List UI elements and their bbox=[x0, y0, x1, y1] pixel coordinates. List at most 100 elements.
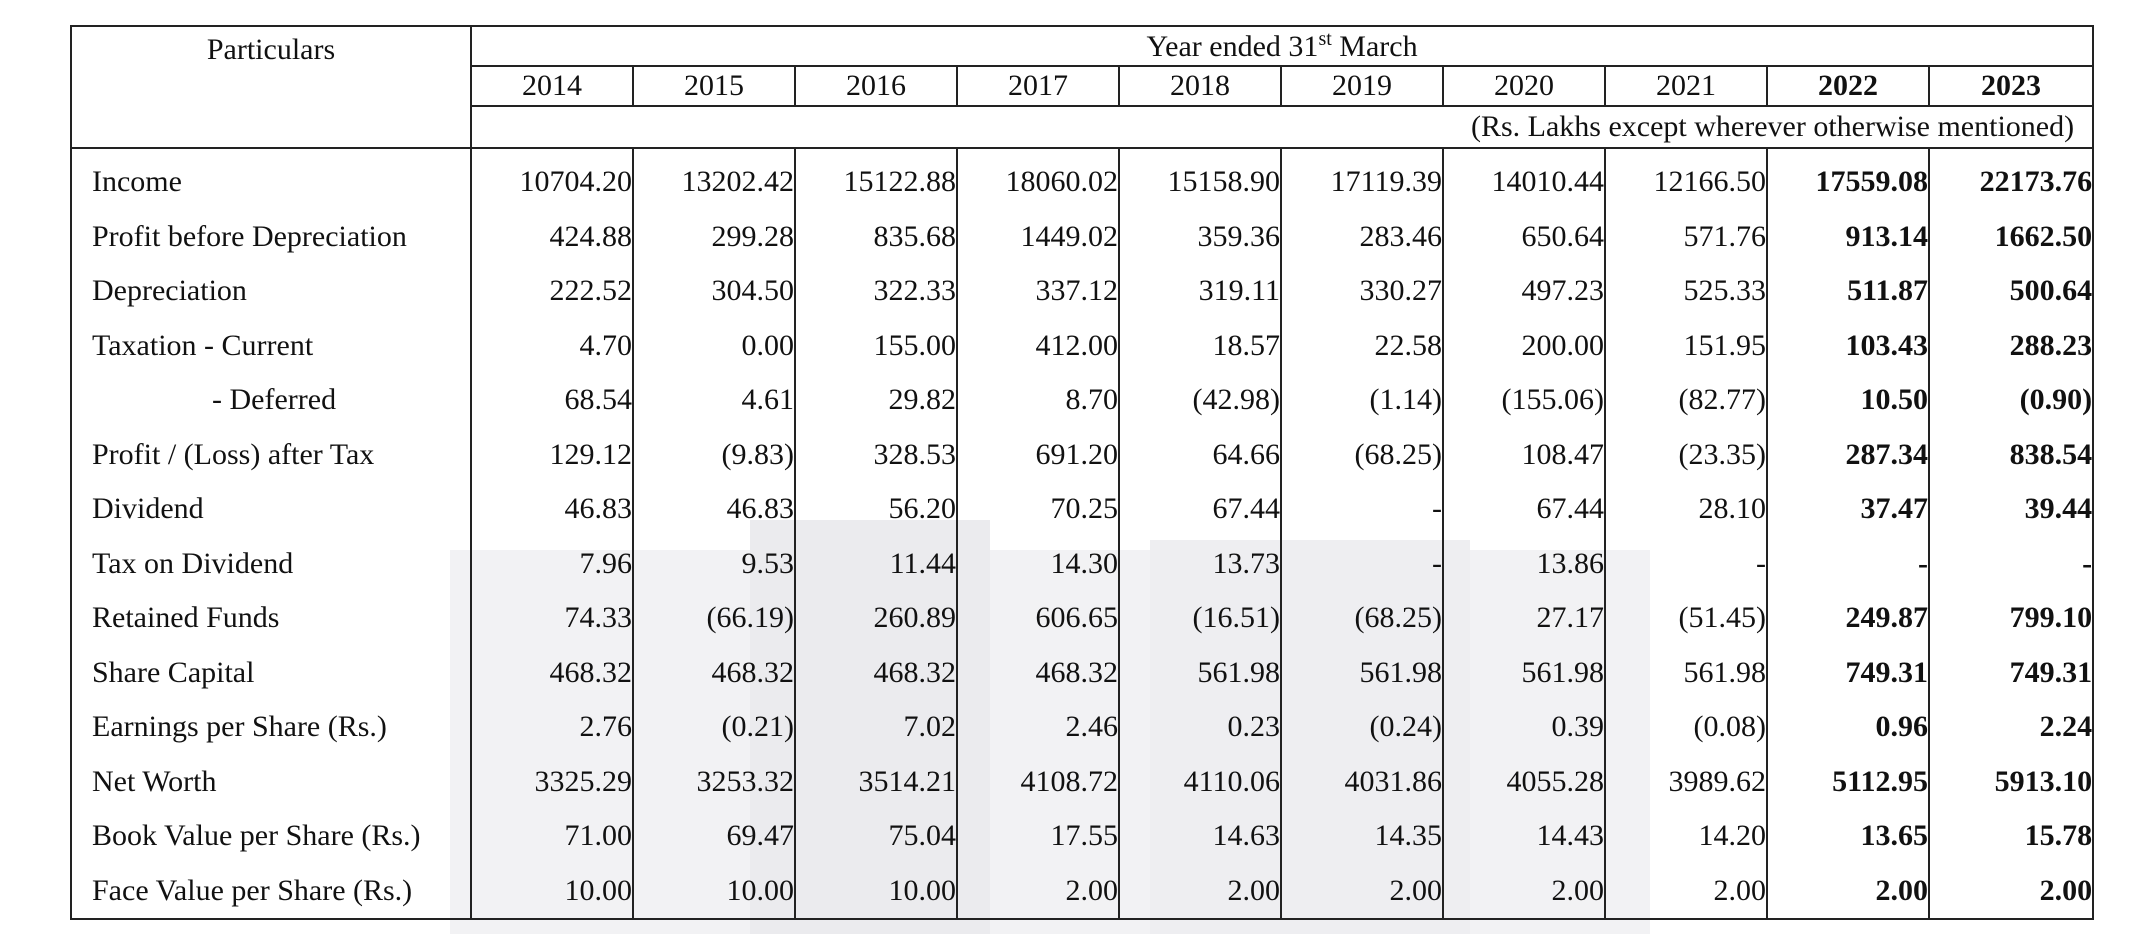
value-cell: 46.83 bbox=[632, 482, 796, 537]
year-header: 2015 bbox=[632, 65, 796, 107]
value-cell: 74.33 bbox=[470, 591, 634, 646]
table-row: Net Worth 3325.29 3253.32 3514.21 4108.72 411… bbox=[70, 754, 2095, 809]
value-cell: 15122.88 bbox=[794, 148, 958, 210]
value-cell: 14.63 bbox=[1118, 809, 1282, 864]
value-cell: 9.53 bbox=[632, 536, 796, 591]
value-cell: 650.64 bbox=[1442, 209, 1606, 264]
year-ended-header: Year ended 31st March bbox=[469, 25, 2095, 67]
table-row: Depreciation 222.52 304.50 322.33 337.12 319.… bbox=[70, 264, 2095, 319]
row-label: Profit before Depreciation bbox=[70, 209, 472, 264]
value-cell: - bbox=[1280, 536, 1444, 591]
value-cell: - bbox=[1604, 536, 1768, 591]
value-cell: 10.00 bbox=[794, 863, 958, 920]
value-cell: 606.65 bbox=[956, 591, 1120, 646]
value-cell: 200.00 bbox=[1442, 318, 1606, 373]
value-cell: 299.28 bbox=[632, 209, 796, 264]
value-cell: (0.08) bbox=[1604, 700, 1768, 755]
value-cell: (1.14) bbox=[1280, 373, 1444, 428]
value-cell: 749.31 bbox=[1927, 645, 2095, 700]
row-label: Tax on Dividend bbox=[70, 536, 472, 591]
value-cell: 288.23 bbox=[1927, 318, 2095, 373]
value-cell: 64.66 bbox=[1118, 427, 1282, 482]
value-cell: 13.65 bbox=[1766, 809, 1930, 864]
value-cell: 7.02 bbox=[794, 700, 958, 755]
value-cell: 913.14 bbox=[1766, 209, 1930, 264]
value-cell: (82.77) bbox=[1604, 373, 1768, 428]
value-cell: (42.98) bbox=[1118, 373, 1282, 428]
value-cell: 56.20 bbox=[794, 482, 958, 537]
value-cell: 0.23 bbox=[1118, 700, 1282, 755]
row-label: Profit / (Loss) after Tax bbox=[70, 427, 472, 482]
year-header: 2022 bbox=[1766, 65, 1930, 107]
value-cell: 37.47 bbox=[1766, 482, 1930, 537]
value-cell: (16.51) bbox=[1118, 591, 1282, 646]
value-cell: 69.47 bbox=[632, 809, 796, 864]
table-row: Face Value per Share (Rs.) 10.00 10.00 10.0… bbox=[70, 863, 2095, 920]
value-cell: 322.33 bbox=[794, 264, 958, 319]
value-cell: 10.00 bbox=[470, 863, 634, 920]
value-cell: 424.88 bbox=[470, 209, 634, 264]
value-cell: 561.98 bbox=[1280, 645, 1444, 700]
value-cell: (23.35) bbox=[1604, 427, 1768, 482]
value-cell: 3325.29 bbox=[470, 754, 634, 809]
year-header: 2017 bbox=[956, 65, 1120, 107]
value-cell: 151.95 bbox=[1604, 318, 1768, 373]
value-cell: 67.44 bbox=[1442, 482, 1606, 537]
value-cell: (66.19) bbox=[632, 591, 796, 646]
value-cell: 2.00 bbox=[1927, 863, 2095, 920]
value-cell: 2.24 bbox=[1927, 700, 2095, 755]
value-cell: 328.53 bbox=[794, 427, 958, 482]
value-cell: 4055.28 bbox=[1442, 754, 1606, 809]
value-cell: 260.89 bbox=[794, 591, 958, 646]
value-cell: (9.83) bbox=[632, 427, 796, 482]
value-cell: 12166.50 bbox=[1604, 148, 1768, 210]
row-label: Earnings per Share (Rs.) bbox=[70, 700, 472, 755]
value-cell: 2.00 bbox=[1604, 863, 1768, 920]
value-cell: - bbox=[1766, 536, 1930, 591]
value-cell: 13.73 bbox=[1118, 536, 1282, 591]
value-cell: 10.50 bbox=[1766, 373, 1930, 428]
value-cell: 561.98 bbox=[1604, 645, 1768, 700]
year-header: 2018 bbox=[1118, 65, 1282, 107]
value-cell: (0.24) bbox=[1280, 700, 1444, 755]
value-cell: 2.76 bbox=[470, 700, 634, 755]
table-row: Retained Funds 74.33 (66.19) 260.89 606.65 (1… bbox=[70, 591, 2095, 646]
value-cell: (155.06) bbox=[1442, 373, 1606, 428]
year-header: 2014 bbox=[470, 65, 634, 107]
value-cell: 10704.20 bbox=[470, 148, 634, 210]
row-label: Face Value per Share (Rs.) bbox=[70, 863, 472, 920]
value-cell: 468.32 bbox=[632, 645, 796, 700]
value-cell: 14010.44 bbox=[1442, 148, 1606, 210]
particulars-header: Particulars bbox=[70, 25, 472, 149]
value-cell: 155.00 bbox=[794, 318, 958, 373]
value-cell: 13.86 bbox=[1442, 536, 1606, 591]
value-cell: 2.00 bbox=[1118, 863, 1282, 920]
value-cell: 103.43 bbox=[1766, 318, 1930, 373]
value-cell: 4108.72 bbox=[956, 754, 1120, 809]
year-header: 2021 bbox=[1604, 65, 1768, 107]
value-cell: 2.46 bbox=[956, 700, 1120, 755]
value-cell: 359.36 bbox=[1118, 209, 1282, 264]
value-cell: 337.12 bbox=[956, 264, 1120, 319]
value-cell: 68.54 bbox=[470, 373, 634, 428]
row-label: Depreciation bbox=[70, 264, 472, 319]
value-cell: 561.98 bbox=[1118, 645, 1282, 700]
value-cell: 4031.86 bbox=[1280, 754, 1444, 809]
value-cell: 8.70 bbox=[956, 373, 1120, 428]
table-row: Book Value per Share (Rs.) 71.00 69.47 75.0… bbox=[70, 809, 2095, 864]
value-cell: 0.39 bbox=[1442, 700, 1606, 755]
value-cell: 18.57 bbox=[1118, 318, 1282, 373]
value-cell: 4110.06 bbox=[1118, 754, 1282, 809]
value-cell: 13202.42 bbox=[632, 148, 796, 210]
value-cell: 22.58 bbox=[1280, 318, 1444, 373]
value-cell: 71.00 bbox=[470, 809, 634, 864]
row-label: Share Capital bbox=[70, 645, 472, 700]
table-row: Taxation - Current 4.70 0.00 155.00 412.00 18… bbox=[70, 318, 2095, 373]
value-cell: 39.44 bbox=[1927, 482, 2095, 537]
value-cell: 330.27 bbox=[1280, 264, 1444, 319]
value-cell: 29.82 bbox=[794, 373, 958, 428]
units-note: (Rs. Lakhs except wherever otherwise men… bbox=[469, 106, 2095, 149]
table-row: Earnings per Share (Rs.) 2.76 (0.21) 7.02 2.… bbox=[70, 700, 2095, 755]
value-cell: 14.20 bbox=[1604, 809, 1768, 864]
value-cell: 2.00 bbox=[1442, 863, 1606, 920]
